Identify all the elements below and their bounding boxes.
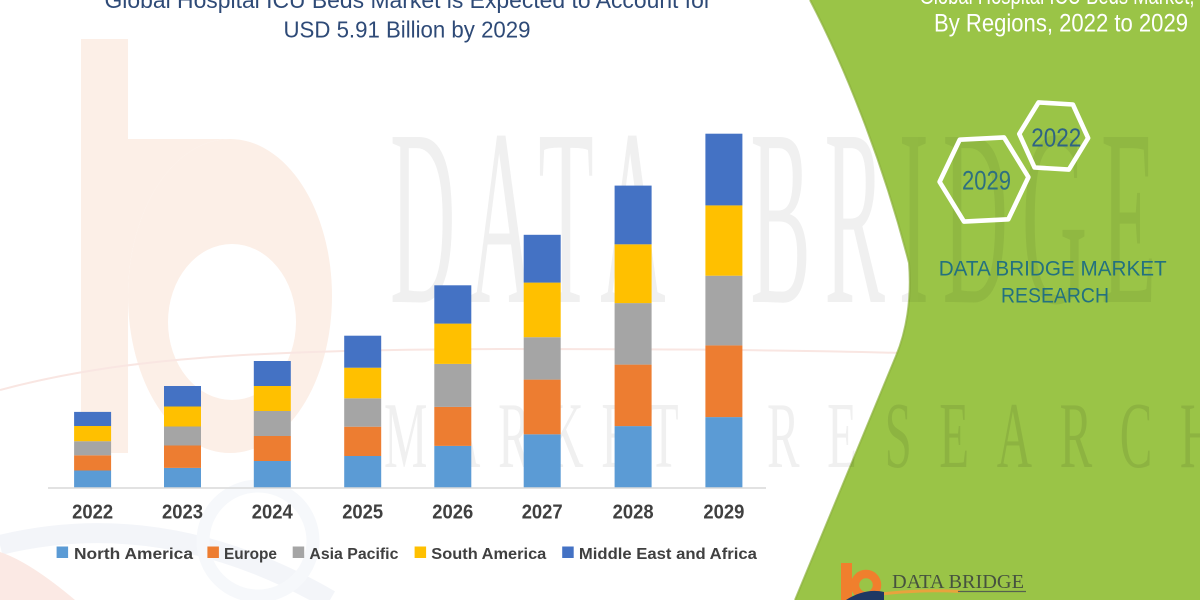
svg-text:North America: North America [74, 546, 193, 563]
svg-text:2023: 2023 [162, 502, 203, 524]
svg-text:DATA BRIDGE MARKET: DATA BRIDGE MARKET [939, 258, 1167, 281]
svg-text:By Regions, 2022 to 2029: By Regions, 2022 to 2029 [934, 10, 1188, 38]
svg-text:2025: 2025 [342, 502, 383, 524]
svg-text:Europe: Europe [224, 546, 277, 563]
svg-text:2027: 2027 [522, 502, 563, 524]
svg-text:Asia Pacific: Asia Pacific [309, 546, 398, 563]
svg-text:Global Hospital ICU Beds Marke: Global Hospital ICU Beds Market, [920, 0, 1195, 10]
svg-text:Middle East and Africa: Middle East and Africa [579, 546, 757, 563]
svg-text:USD 5.91 Billion by 2029: USD 5.91 Billion by 2029 [284, 17, 531, 43]
svg-text:2022: 2022 [72, 502, 113, 524]
svg-text:2024: 2024 [252, 502, 294, 524]
svg-text:2026: 2026 [432, 502, 473, 524]
svg-text:DATA BRIDGE: DATA BRIDGE [892, 571, 1024, 593]
svg-text:MARKET RESEARCH: MARKET RESEARCH [892, 599, 1026, 600]
svg-text:2028: 2028 [613, 502, 654, 524]
svg-text:South America: South America [431, 546, 546, 563]
svg-text:2029: 2029 [703, 502, 744, 524]
svg-text:2029: 2029 [962, 166, 1011, 196]
svg-text:Global Hospital ICU Beds Marke: Global Hospital ICU Beds Market is Expec… [105, 0, 712, 13]
svg-text:RESEARCH: RESEARCH [1001, 284, 1109, 307]
svg-text:2022: 2022 [1031, 123, 1081, 153]
